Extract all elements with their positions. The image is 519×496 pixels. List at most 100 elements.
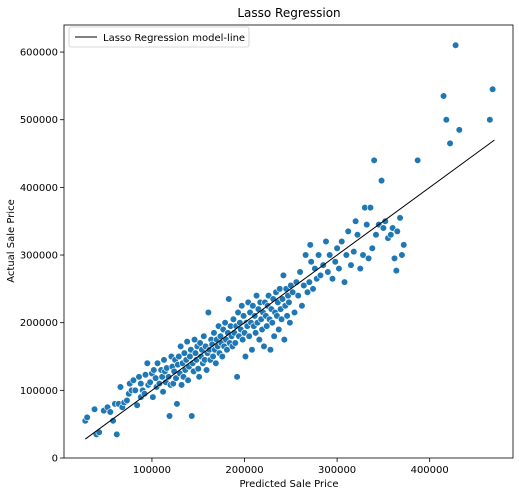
- data-point: [210, 329, 218, 337]
- data-point: [294, 292, 302, 300]
- data-point: [248, 346, 256, 354]
- data-point: [387, 231, 395, 239]
- data-point: [106, 408, 114, 416]
- data-points: [81, 41, 497, 438]
- data-point: [316, 271, 325, 279]
- data-point: [314, 251, 323, 259]
- y-tick-label: 100000: [20, 386, 58, 397]
- data-point: [352, 217, 360, 225]
- data-point: [356, 264, 364, 273]
- data-point: [322, 237, 330, 246]
- data-point: [289, 288, 297, 296]
- data-point: [123, 396, 131, 405]
- data-point: [400, 241, 408, 249]
- data-point: [266, 346, 275, 354]
- data-point: [160, 356, 168, 364]
- data-point: [183, 338, 191, 346]
- data-point: [347, 261, 355, 269]
- x-axis-label: Predicted Sale Price: [239, 479, 338, 490]
- data-point: [180, 349, 188, 357]
- data-point: [414, 156, 422, 164]
- data-point: [238, 302, 246, 310]
- data-point: [396, 214, 404, 222]
- data-point: [204, 308, 213, 317]
- data-point: [172, 374, 180, 382]
- y-axis: 0 100000 200000 300000 400000 500000 600000: [20, 48, 64, 465]
- data-point: [442, 116, 450, 124]
- data-point: [296, 268, 304, 276]
- data-point: [196, 339, 204, 347]
- data-point: [135, 373, 143, 381]
- data-point: [146, 378, 154, 386]
- data-point: [307, 258, 315, 266]
- data-point: [173, 400, 181, 408]
- data-point: [324, 268, 332, 276]
- data-point: [137, 379, 145, 388]
- data-point: [306, 241, 314, 249]
- data-point: [366, 204, 375, 212]
- data-point: [194, 365, 202, 373]
- data-point: [326, 251, 334, 259]
- data-point: [372, 231, 380, 239]
- data-point: [225, 295, 233, 303]
- model-line-layer: [84, 139, 495, 440]
- data-point: [363, 220, 371, 229]
- data-point: [328, 275, 337, 283]
- data-point: [452, 41, 460, 49]
- data-point: [190, 336, 199, 344]
- data-point: [270, 332, 278, 340]
- y-axis-label: Actual Sale Price: [6, 199, 17, 283]
- data-point: [393, 227, 401, 235]
- data-point: [276, 285, 284, 293]
- data-point: [229, 315, 238, 323]
- data-point: [290, 308, 299, 317]
- x-axis: 100000 200000 300000 400000: [133, 458, 449, 476]
- data-point: [240, 312, 248, 320]
- data-point: [390, 254, 399, 263]
- data-point: [350, 248, 358, 256]
- data-point: [177, 381, 186, 389]
- data-point: [439, 92, 448, 100]
- model-line: [84, 139, 495, 440]
- data-point: [234, 308, 242, 317]
- chart-title: Lasso Regression: [237, 6, 340, 20]
- data-point: [309, 285, 317, 293]
- data-point: [165, 373, 173, 381]
- data-point: [486, 116, 494, 124]
- data-point: [241, 352, 250, 361]
- data-point: [150, 366, 158, 374]
- data-point: [277, 315, 286, 323]
- data-point: [392, 266, 400, 275]
- data-point: [90, 405, 99, 413]
- data-point: [268, 319, 276, 327]
- data-point: [359, 251, 367, 259]
- data-point: [279, 271, 288, 279]
- data-point: [129, 376, 138, 384]
- data-point: [188, 412, 196, 420]
- data-point: [342, 251, 350, 259]
- data-point: [368, 244, 376, 252]
- data-point: [455, 126, 463, 134]
- data-point: [143, 359, 151, 367]
- data-point: [353, 231, 362, 239]
- data-point: [184, 376, 192, 384]
- data-point: [231, 339, 239, 347]
- data-point: [233, 373, 241, 381]
- data-point: [141, 371, 150, 379]
- data-point: [331, 258, 339, 266]
- data-point: [245, 332, 253, 340]
- data-point: [149, 393, 157, 401]
- x-tick-label: 300000: [318, 465, 356, 476]
- data-point: [286, 319, 294, 327]
- data-point: [212, 359, 220, 367]
- data-point: [202, 366, 211, 374]
- data-point: [278, 295, 287, 303]
- data-point: [305, 278, 313, 286]
- data-point: [335, 264, 343, 273]
- data-point: [133, 401, 141, 409]
- legend: Lasso Regression model-line: [68, 26, 250, 48]
- data-point: [221, 319, 229, 327]
- data-point: [218, 352, 226, 361]
- data-point: [302, 251, 310, 259]
